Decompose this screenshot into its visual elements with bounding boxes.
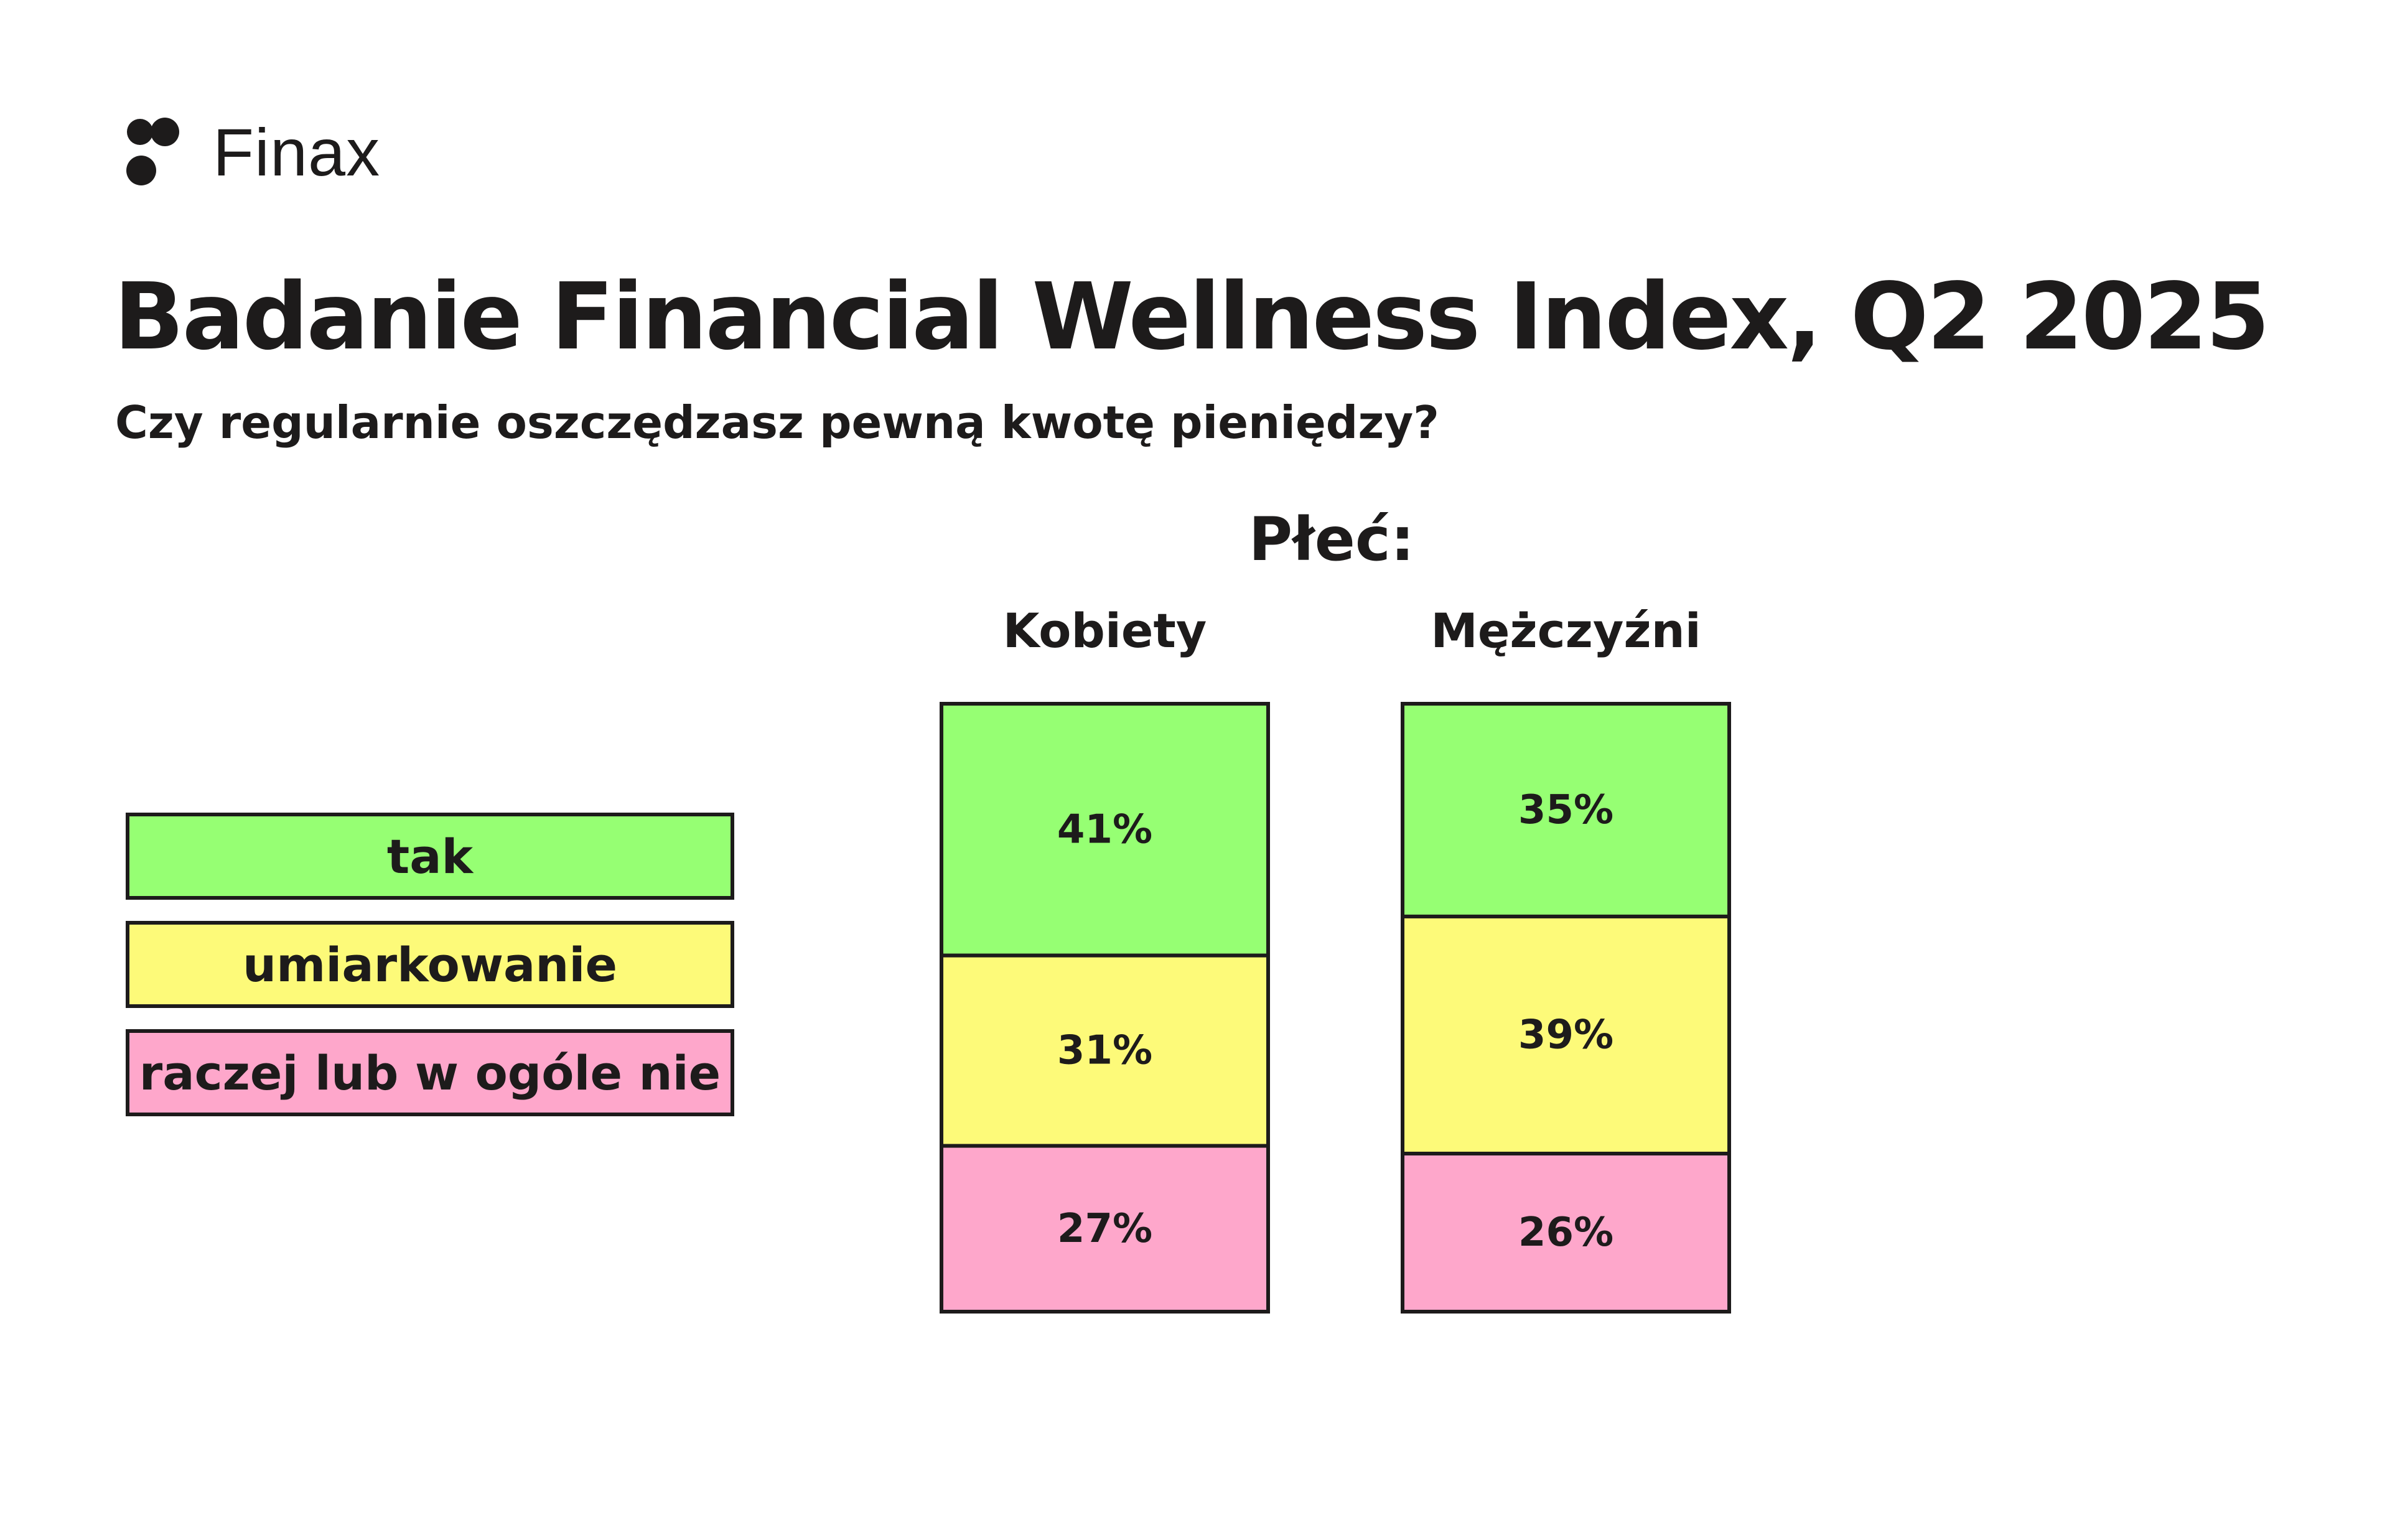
data-label-0-2: 27% <box>1057 1206 1152 1252</box>
page-subtitle: Czy regularnie oszczędzasz pewną kwotę p… <box>115 396 1439 449</box>
data-label-0-0: 41% <box>1057 806 1152 852</box>
bar-segment-0-0 <box>940 702 1270 958</box>
brand-logo: Finax <box>124 115 380 190</box>
logo-icon <box>126 118 179 185</box>
bar-segment-1-2 <box>1401 1151 1731 1314</box>
legend-item-raczej-nie: raczej lub w ogóle nie <box>126 1029 734 1116</box>
category-label-0: Kobiety <box>1003 603 1207 658</box>
legend-item-umiarkowanie: umiarkowanie <box>126 921 734 1008</box>
category-label-1: Mężczyźni <box>1431 603 1701 658</box>
bar-segment-1-0 <box>1401 702 1731 918</box>
data-label-0-1: 31% <box>1057 1028 1152 1074</box>
data-label-1-1: 39% <box>1518 1012 1613 1058</box>
bar-segment-1-1 <box>1401 914 1731 1155</box>
bar-segment-0-1 <box>940 953 1270 1148</box>
data-label-1-2: 26% <box>1518 1210 1613 1256</box>
legend-item-tak: tak <box>126 813 734 900</box>
data-label-1-0: 35% <box>1518 787 1613 833</box>
chart-title: Płeć: <box>1248 505 1415 574</box>
legend: tak umiarkowanie raczej lub w ogóle nie <box>126 813 734 1137</box>
brand-name: Finax <box>213 114 381 190</box>
page-title: Badanie Financial Wellness Index, Q2 202… <box>114 263 2270 370</box>
bar-segment-0-2 <box>940 1144 1270 1314</box>
